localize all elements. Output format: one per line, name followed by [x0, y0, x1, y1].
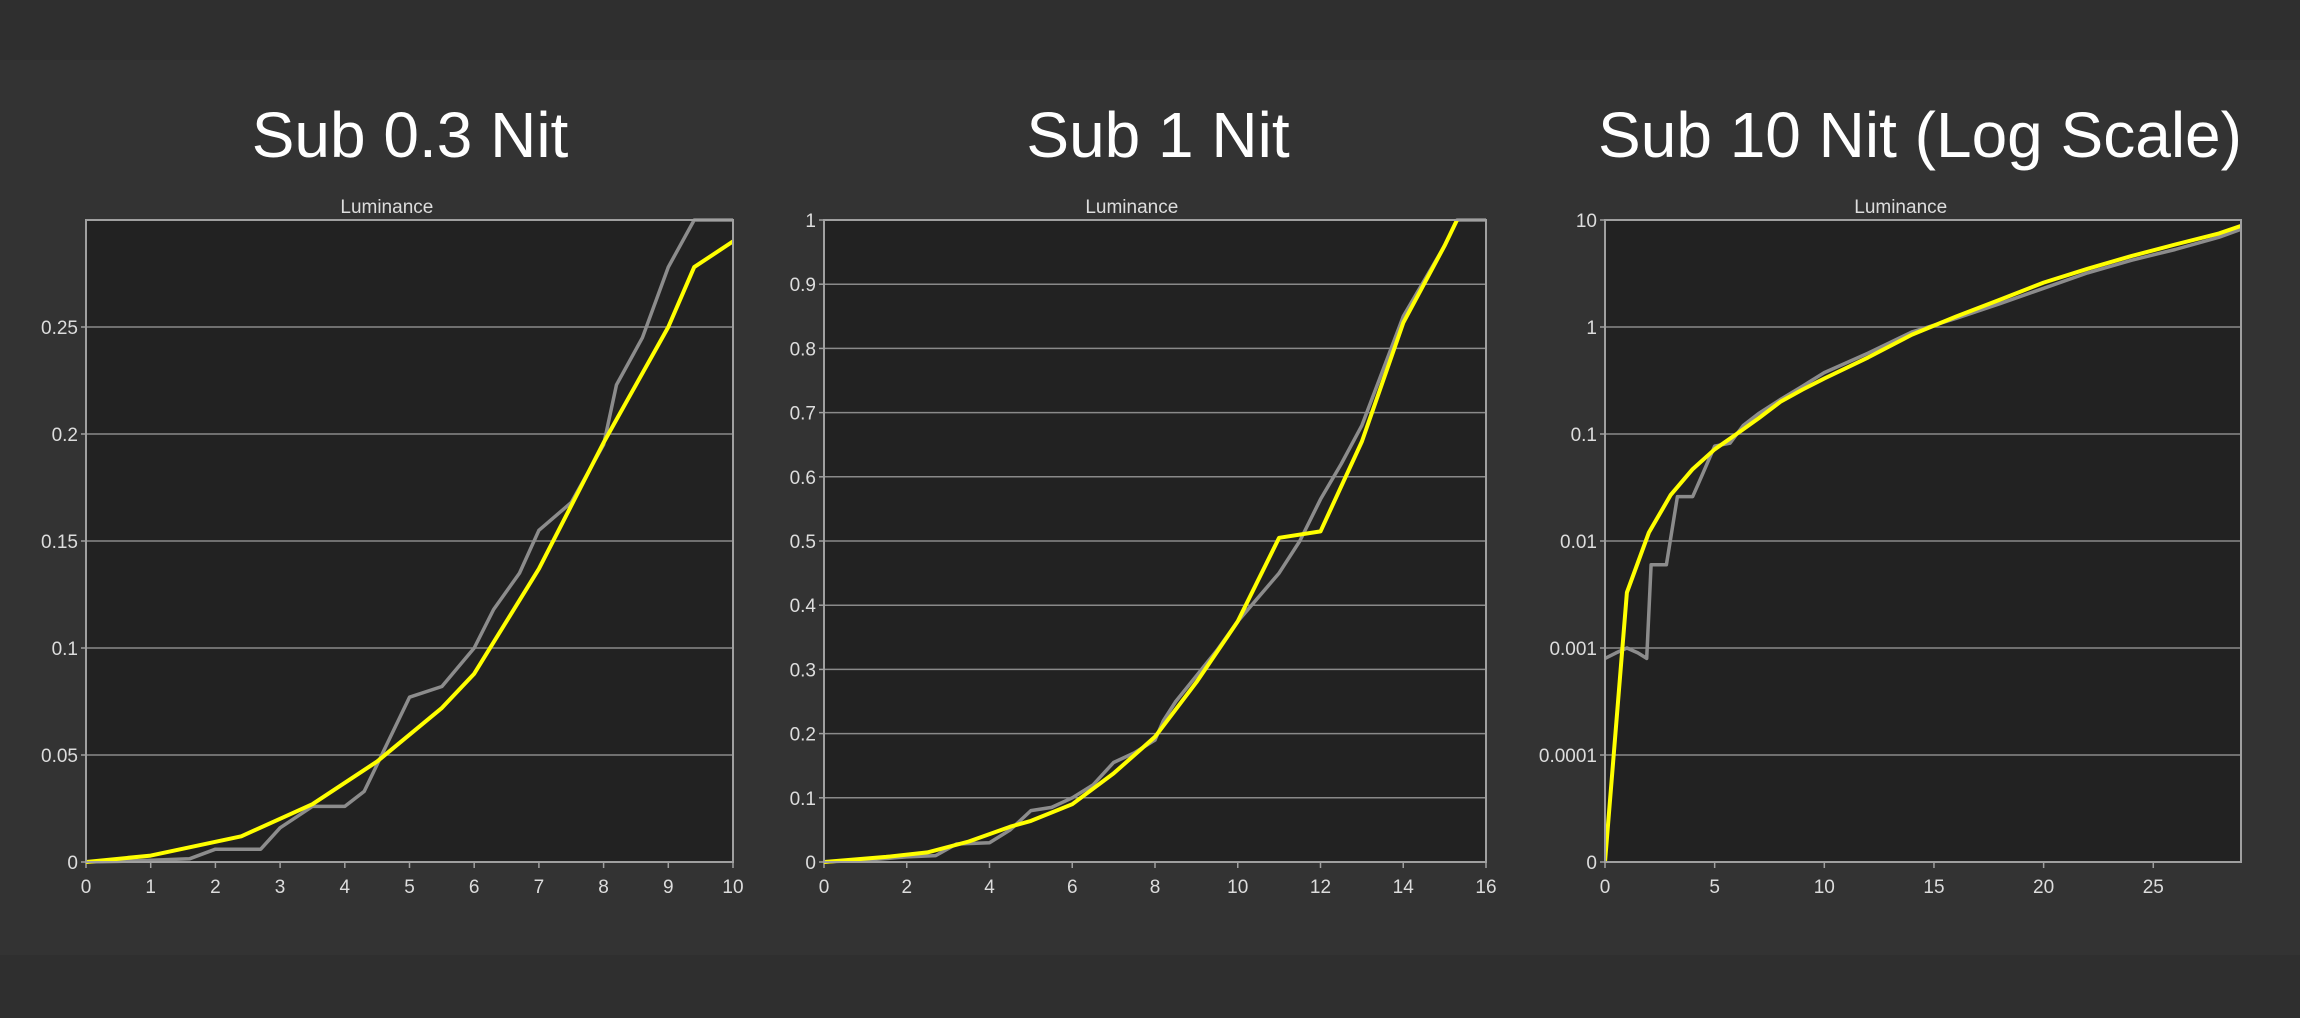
- x-tick-label: 0: [81, 877, 92, 898]
- x-tick-label: 14: [1393, 877, 1415, 898]
- x-tick-label: 12: [1310, 877, 1331, 898]
- y-tick-label: 0.5: [790, 532, 816, 553]
- y-tick-label: 0: [1586, 853, 1597, 874]
- y-tick-label: 0.8: [790, 339, 816, 360]
- chart-3: 0 0.0001 0.001 0.01 0.1 1 10 0 5 10 15 20 25 Luminanc…: [1539, 197, 2242, 898]
- series-measured-line: [86, 218, 733, 864]
- x-tick-label: 2: [210, 877, 221, 898]
- chart-2: 00.10.20.30.40.50.60.70.80.910 2 4 6 8 10 12 14…: [790, 197, 1497, 898]
- y-tick-label: 1: [1586, 318, 1597, 339]
- y-tick-label: 0.001: [1549, 639, 1597, 660]
- y-tick-label: 0.25: [41, 318, 78, 339]
- x-tick-label: 2: [901, 877, 912, 898]
- x-tick-label: 6: [469, 877, 480, 898]
- y-tick-label: 0.9: [790, 275, 816, 296]
- y-tick-label: 0.2: [52, 425, 78, 446]
- x-tick-label: 8: [598, 877, 609, 898]
- y-tick-label: 0.6: [790, 468, 816, 489]
- x-tick-label: 1: [145, 877, 156, 898]
- x-tick-label: 20: [2033, 877, 2054, 898]
- chart-title: Luminance: [1085, 197, 1178, 218]
- plot-frame: [85, 219, 734, 863]
- x-tick-label: 8: [1150, 877, 1161, 898]
- y-tick-label: 0.1: [790, 789, 816, 810]
- y-tick-label: 0.15: [41, 532, 78, 553]
- x-tick-label: 0: [1600, 877, 1611, 898]
- x-tick-label: 6: [1067, 877, 1078, 898]
- chart-title: Luminance: [340, 197, 433, 218]
- y-tick-label: 0.01: [1560, 532, 1597, 553]
- series-target-line: [824, 219, 1459, 864]
- x-tick-label: 0: [819, 877, 830, 898]
- series-target-line: [1605, 224, 2241, 863]
- x-tick-label: 16: [1475, 877, 1496, 898]
- y-tick-label: 1: [805, 211, 816, 232]
- y-tick-label: 0.2: [790, 725, 816, 746]
- y-tick-label: 0.7: [790, 404, 816, 425]
- y-tick-label: 0.4: [790, 596, 817, 617]
- x-tick-label: 10: [722, 877, 743, 898]
- y-tick-label: 0.1: [1571, 425, 1597, 446]
- chart-1-heading: Sub 0.3 Nit: [251, 99, 569, 171]
- y-tick-label: 10: [1576, 211, 1597, 232]
- x-tick-label: 4: [984, 877, 995, 898]
- chart-3-heading: Sub 10 Nit (Log Scale): [1598, 99, 2242, 171]
- chart-title: Luminance: [1854, 197, 1947, 218]
- y-tick-label: 0: [805, 853, 816, 874]
- x-tick-label: 5: [404, 877, 415, 898]
- series-measured-line: [1605, 227, 2241, 661]
- chart-2-heading: Sub 1 Nit: [1026, 99, 1290, 171]
- y-tick-label: 0.05: [41, 746, 78, 767]
- x-tick-label: 7: [534, 877, 545, 898]
- x-tick-label: 10: [1814, 877, 1835, 898]
- x-tick-label: 5: [1709, 877, 1720, 898]
- y-tick-label: 0: [67, 853, 78, 874]
- y-tick-label: 0.0001: [1539, 746, 1597, 767]
- plot-frame: [823, 219, 1487, 863]
- x-tick-label: 15: [1923, 877, 1944, 898]
- y-tick-label: 0.1: [52, 639, 78, 660]
- x-tick-label: 9: [663, 877, 674, 898]
- y-tick-label: 0.3: [790, 660, 816, 681]
- x-tick-label: 3: [275, 877, 286, 898]
- x-tick-label: 4: [340, 877, 351, 898]
- x-tick-label: 25: [2143, 877, 2164, 898]
- series-target-line: [86, 239, 733, 864]
- chart-1: 0 0.05 0.1 0.15 0.2 0.25 0 1 2 3 4 5 6 7 8 9 10 Luminance: [41, 197, 744, 898]
- x-tick-label: 10: [1227, 877, 1248, 898]
- plot-frame: [1604, 219, 2242, 863]
